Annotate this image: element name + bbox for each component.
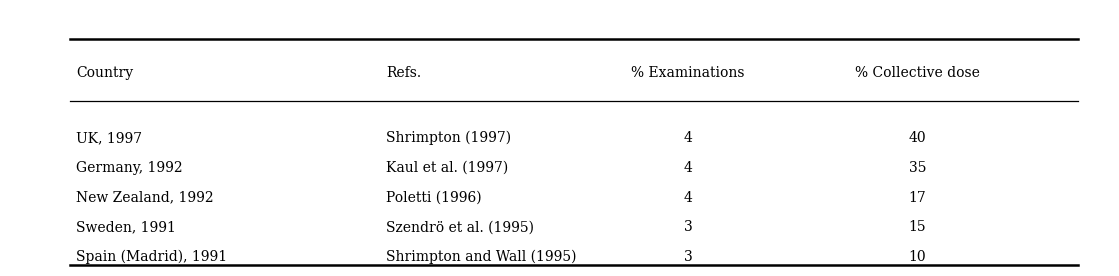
Text: Sweden, 1991: Sweden, 1991 [76, 221, 176, 234]
Text: 4: 4 [684, 191, 693, 205]
Text: % Examinations: % Examinations [631, 66, 745, 80]
Text: Szendrö et al. (1995): Szendrö et al. (1995) [386, 221, 534, 234]
Text: Refs.: Refs. [386, 66, 421, 80]
Text: 3: 3 [684, 221, 693, 234]
Text: % Collective dose: % Collective dose [855, 66, 980, 80]
Text: Shrimpton (1997): Shrimpton (1997) [386, 131, 511, 145]
Text: 17: 17 [909, 191, 927, 205]
Text: Germany, 1992: Germany, 1992 [76, 161, 182, 175]
Text: Kaul et al. (1997): Kaul et al. (1997) [386, 161, 508, 175]
Text: 10: 10 [909, 250, 927, 264]
Text: 15: 15 [909, 221, 927, 234]
Text: New Zealand, 1992: New Zealand, 1992 [76, 191, 214, 205]
Text: Country: Country [76, 66, 133, 80]
Text: UK, 1997: UK, 1997 [76, 131, 142, 145]
Text: 40: 40 [909, 131, 927, 145]
Text: 4: 4 [684, 161, 693, 175]
Text: 35: 35 [909, 161, 927, 175]
Text: 4: 4 [684, 131, 693, 145]
Text: Poletti (1996): Poletti (1996) [386, 191, 481, 205]
Text: 3: 3 [684, 250, 693, 264]
Text: Spain (Madrid), 1991: Spain (Madrid), 1991 [76, 250, 227, 264]
Text: Shrimpton and Wall (1995): Shrimpton and Wall (1995) [386, 250, 576, 264]
